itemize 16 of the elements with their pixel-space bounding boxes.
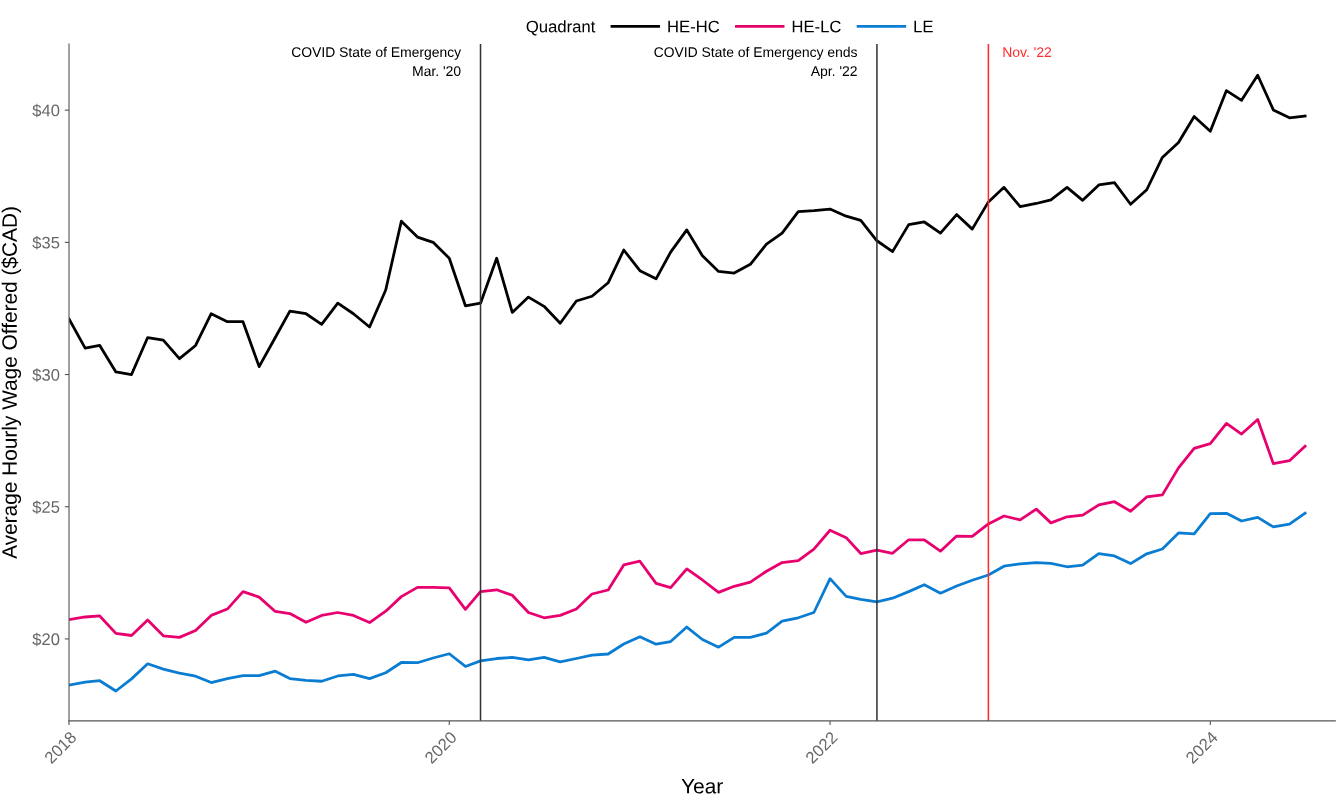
ref-line-label: COVID State of Emergency ends Apr. '22 xyxy=(654,46,857,79)
y-tick-label: $40 xyxy=(32,103,60,118)
x-axis-title: Year xyxy=(681,779,723,794)
y-tick-label: $35 xyxy=(32,236,60,250)
y-axis-title: Average Hourly Wage Offered ($CAD) xyxy=(1,207,22,559)
y-tick-label: $20 xyxy=(32,632,60,647)
y-tick-label: $25 xyxy=(32,500,60,514)
line-series xyxy=(69,511,1307,693)
y-tick-label: $30 xyxy=(32,368,60,382)
legend-label: HE-HC xyxy=(668,20,720,33)
line-series xyxy=(69,418,1307,639)
ref-line-label: COVID State of Emergency Mar. '20 xyxy=(291,46,462,77)
legend-label: LE xyxy=(914,20,933,33)
legend-label: HE-LC xyxy=(792,20,841,33)
legend-title: Quadrant xyxy=(526,20,596,36)
ref-line-label: Nov. '22 xyxy=(1003,47,1052,58)
